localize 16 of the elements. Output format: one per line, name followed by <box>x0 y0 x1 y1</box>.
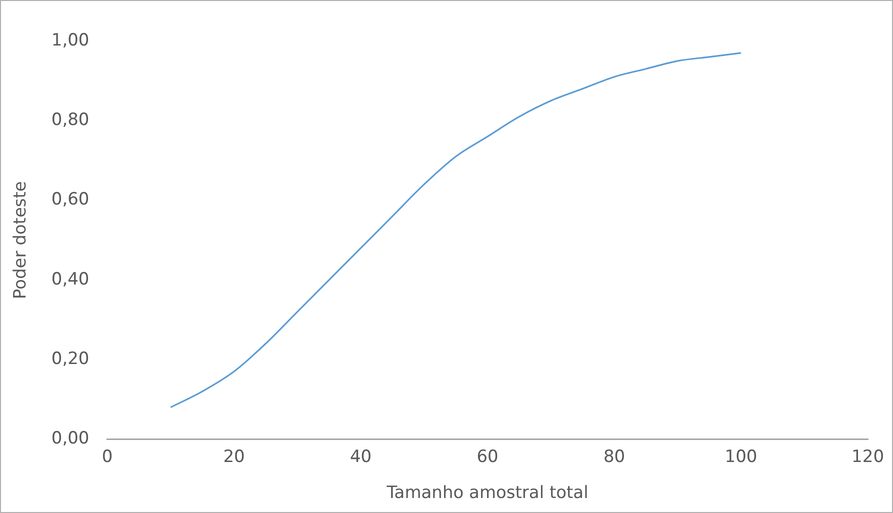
y-tick-label: 0,80 <box>51 110 90 130</box>
y-tick-label: 0,40 <box>51 269 90 290</box>
x-axis-title: Tamanho amostral total <box>386 483 588 504</box>
x-tick-label: 60 <box>476 446 498 467</box>
x-tick-label: 20 <box>223 446 245 467</box>
x-tick-label: 80 <box>603 446 626 467</box>
y-tick-label: 0,00 <box>51 428 90 449</box>
y-tick-label: 1,00 <box>51 30 90 50</box>
x-tick-label: 40 <box>350 446 372 467</box>
line-series <box>170 52 742 408</box>
x-tick-label: 120 <box>852 446 884 467</box>
x-tick-label: 100 <box>724 446 758 467</box>
y-tick-label: 0,60 <box>51 190 90 210</box>
y-axis-title: Poder doteste <box>10 181 31 300</box>
x-tick-label: 0 <box>102 446 113 467</box>
y-tick-label: 0,20 <box>51 348 90 369</box>
